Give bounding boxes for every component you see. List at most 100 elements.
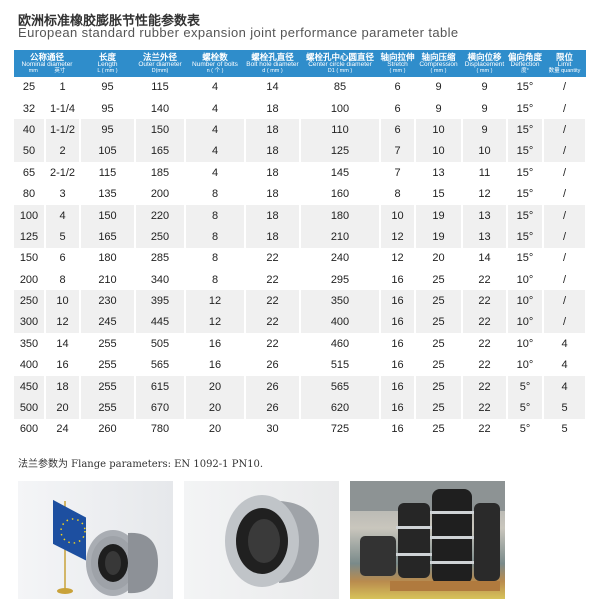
table-cell: 16 bbox=[380, 375, 416, 398]
table-cell: / bbox=[543, 140, 587, 163]
table-cell: 340 bbox=[135, 269, 186, 291]
table-cell: 565 bbox=[300, 375, 381, 398]
table-cell: 180 bbox=[300, 204, 381, 227]
table-cell: 22 bbox=[245, 247, 301, 270]
table-cell: 10 bbox=[380, 204, 416, 227]
table-cell: 8 bbox=[185, 247, 246, 270]
header-u: mm 英寸 bbox=[28, 67, 66, 74]
table-cell: 165 bbox=[135, 140, 186, 163]
table-cell: 22 bbox=[462, 269, 508, 291]
table-row: 80 3 135 200 8 18 160 8 15 12 15° / bbox=[14, 183, 587, 205]
table-cell: 22 bbox=[462, 354, 508, 376]
table-cell: 5° bbox=[507, 375, 544, 398]
table-cell: 10 bbox=[415, 119, 463, 141]
table-cell: 255 bbox=[80, 354, 136, 376]
rubber-joint-image bbox=[225, 495, 319, 587]
table-cell: 15 bbox=[415, 183, 463, 205]
table-cell: 125 bbox=[14, 226, 46, 248]
table-cell: 32 bbox=[14, 97, 46, 120]
table-cell: 18 bbox=[245, 226, 301, 248]
table-cell: 295 bbox=[300, 269, 381, 291]
header-en: Nominal diameter bbox=[21, 60, 73, 68]
table-header: 公称通径 Nominal diameter mm 英寸 长度 Length L ( mm … bbox=[14, 50, 586, 77]
table-cell: 100 bbox=[14, 204, 46, 227]
table-cell: 16 bbox=[380, 269, 416, 291]
eu-flag-joint-image bbox=[53, 499, 158, 596]
table-cell: 5° bbox=[507, 397, 544, 419]
table-cell: 25 bbox=[415, 375, 463, 398]
product-photo-joint bbox=[184, 481, 339, 599]
header-cn: 横向位移 bbox=[467, 52, 502, 62]
table-cell: 9 bbox=[462, 76, 508, 98]
table-cell: 200 bbox=[14, 269, 46, 291]
table-cell: / bbox=[543, 183, 587, 205]
table-cell: 18 bbox=[245, 119, 301, 141]
table-cell: 4 bbox=[185, 162, 246, 184]
table-cell: 8 bbox=[185, 269, 246, 291]
table-cell: 250 bbox=[14, 290, 46, 312]
table-cell: 13 bbox=[415, 162, 463, 184]
warehouse-stock-image bbox=[350, 481, 505, 591]
table-cell: 1 bbox=[45, 76, 81, 98]
table-cell: 6 bbox=[380, 119, 416, 141]
table-cell: 255 bbox=[80, 375, 136, 398]
table-cell: 14 bbox=[462, 247, 508, 270]
table-row: 350 14 255 505 16 22 460 16 25 22 10° 4 bbox=[14, 333, 587, 355]
header-u: ( mm ) bbox=[389, 67, 406, 74]
table-cell: 255 bbox=[80, 397, 136, 419]
table-row: 32 1-1/4 95 140 4 18 100 6 9 9 15° / bbox=[14, 97, 587, 120]
table-cell: 1-1/4 bbox=[45, 97, 81, 120]
header-cn: 轴向压缩 bbox=[421, 52, 456, 62]
table-cell: 20 bbox=[185, 397, 246, 419]
table-cell: 5 bbox=[543, 418, 587, 441]
header-cn: 长度 bbox=[98, 52, 116, 62]
table-cell: 16 bbox=[380, 333, 416, 355]
table-cell: / bbox=[543, 226, 587, 248]
table-cell: 10° bbox=[507, 354, 544, 376]
table-cell: 19 bbox=[415, 226, 463, 248]
table-cell: 615 bbox=[135, 375, 186, 398]
flange-note: 法兰参数为 Flange parameters: EN 1092-1 PN10. bbox=[18, 459, 264, 470]
table-cell: 95 bbox=[80, 76, 136, 98]
table-cell: 500 bbox=[14, 397, 46, 419]
table-cell: 26 bbox=[245, 354, 301, 376]
column-header: 横向位移 Displacement( mm ) bbox=[462, 50, 507, 77]
column-header: 螺栓孔中心圆直径 Center circle diameter D1 ( mm ) bbox=[300, 50, 380, 77]
table-cell: 15° bbox=[507, 140, 544, 163]
table-cell: 15° bbox=[507, 76, 544, 98]
table-row: 500 20 255 670 20 26 620 16 25 22 5° 5 bbox=[14, 397, 587, 419]
table-cell: 13 bbox=[462, 204, 508, 227]
table-cell: 400 bbox=[14, 354, 46, 376]
table-cell: 24 bbox=[45, 418, 81, 441]
table-cell: 245 bbox=[80, 311, 136, 334]
table-cell: 600 bbox=[14, 418, 46, 441]
table-cell: / bbox=[543, 76, 587, 98]
table-cell: 135 bbox=[80, 183, 136, 205]
table-cell: 50 bbox=[14, 140, 46, 163]
table-cell: 10° bbox=[507, 333, 544, 355]
table-cell: 8 bbox=[185, 204, 246, 227]
column-header: 公称通径 Nominal diameter mm 英寸 bbox=[14, 50, 80, 77]
table-cell: 250 bbox=[135, 226, 186, 248]
table-cell: 16 bbox=[185, 354, 246, 376]
table-cell: 515 bbox=[300, 354, 381, 376]
table-cell: 140 bbox=[135, 97, 186, 120]
table-row: 400 16 255 565 16 26 515 16 25 22 10° 4 bbox=[14, 354, 587, 376]
header-u: 数量 quantity bbox=[548, 67, 581, 74]
table-cell: 285 bbox=[135, 247, 186, 270]
table-cell: 22 bbox=[245, 290, 301, 312]
table-cell: 12 bbox=[45, 311, 81, 334]
table-cell: 620 bbox=[300, 397, 381, 419]
table-row: 250 10 230 395 12 22 350 16 25 22 10° / bbox=[14, 290, 587, 312]
table-row: 200 8 210 340 8 22 295 16 25 22 10° / bbox=[14, 269, 587, 291]
column-header: 螺栓数 Number of bolts n ( 个 ) bbox=[185, 50, 245, 77]
column-header: 长度 Length L ( mm ) bbox=[80, 50, 135, 77]
table-cell: 85 bbox=[300, 76, 381, 98]
table-cell: / bbox=[543, 311, 587, 334]
table-cell: 565 bbox=[135, 354, 186, 376]
table-cell: 22 bbox=[462, 418, 508, 441]
header-cn: 法兰外径 bbox=[142, 52, 177, 62]
table-cell: / bbox=[543, 119, 587, 141]
column-header: 螺栓孔直径 Bolt hole diameter d ( mm ) bbox=[245, 50, 300, 77]
table-cell: 22 bbox=[245, 311, 301, 334]
